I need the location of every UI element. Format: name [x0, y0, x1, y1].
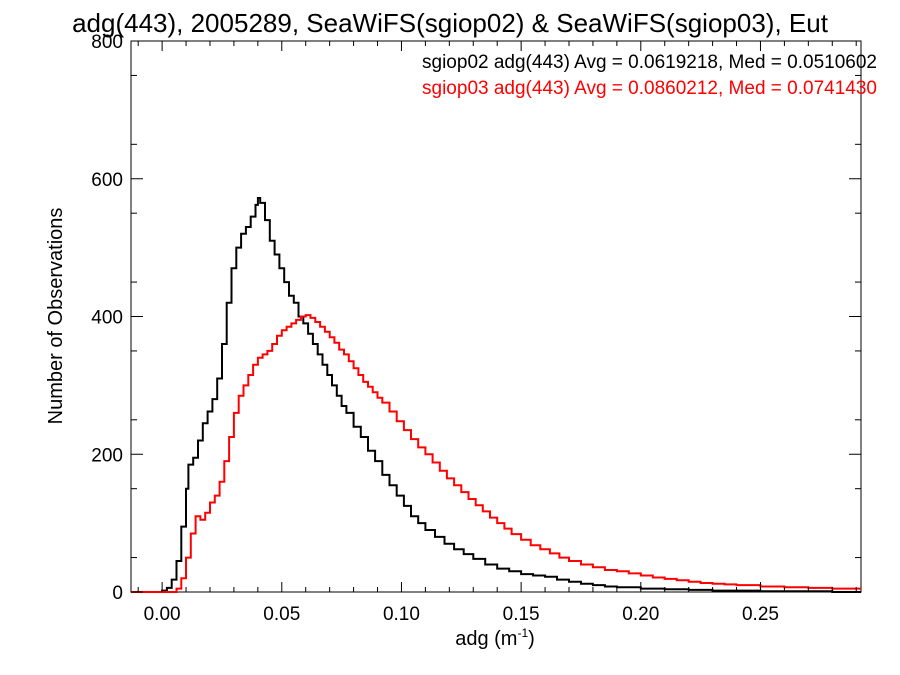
series-line-sgiop03	[131, 314, 861, 593]
x-tick-label: 0.00	[144, 604, 181, 625]
x-tick-label: 0.25	[742, 604, 779, 625]
y-tick-label: 400	[91, 308, 123, 329]
y-tick-label: 600	[91, 170, 123, 191]
x-axis-label-main: adg (m	[455, 628, 517, 650]
x-tick-label: 0.10	[383, 604, 420, 625]
legend-entry-sgiop02: sgiop02 adg(443) Avg = 0.0619218, Med = …	[422, 52, 877, 73]
plot-area	[130, 40, 862, 593]
series-layer	[131, 197, 861, 593]
y-tick-label: 0	[112, 583, 123, 604]
x-axis-label-superscript: -1	[517, 626, 528, 640]
y-tick-label: 800	[91, 32, 123, 53]
y-tick-label: 200	[91, 445, 123, 466]
y-axis-label: Number of Observations	[45, 208, 67, 425]
plot-frame	[130, 40, 862, 593]
x-axis-label: adg (m-1)	[455, 626, 535, 650]
x-tick-label: 0.15	[503, 604, 540, 625]
series-line-sgiop02	[131, 197, 861, 593]
chart-title: adg(443), 2005289, SeaWiFS(sgiop02) & Se…	[72, 8, 829, 38]
x-tick-label: 0.05	[263, 604, 300, 625]
legend-entry-sgiop03: sgiop03 adg(443) Avg = 0.0860212, Med = …	[422, 78, 877, 99]
x-axis-label-close: )	[528, 628, 535, 650]
axes-layer: 0.00 0.05 0.10 0.15 0.20 0.25 0 200 400 600 800	[91, 32, 861, 625]
x-tick-label: 0.20	[622, 604, 659, 625]
